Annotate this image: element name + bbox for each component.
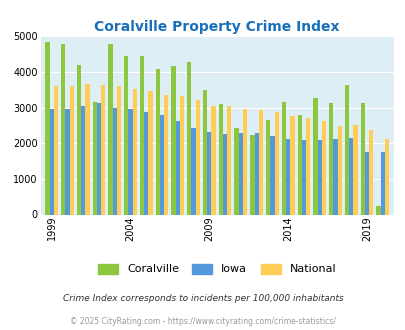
Bar [384,139,388,214]
Bar [364,152,368,214]
Bar [305,117,309,214]
Bar [218,104,222,214]
Bar [148,91,152,214]
Bar [368,130,373,214]
Bar [53,86,58,214]
Bar [313,98,317,214]
Bar [160,115,164,214]
Bar [333,139,337,214]
Bar [85,84,90,214]
Bar [301,140,305,214]
Bar [96,103,101,214]
Legend: Coralville, Iowa, National: Coralville, Iowa, National [94,259,340,279]
Bar [274,112,278,214]
Bar [144,112,148,214]
Bar [317,140,321,214]
Bar [344,85,348,214]
Bar [49,109,53,214]
Bar [254,133,258,214]
Bar [187,62,191,214]
Bar [124,55,128,214]
Bar [238,133,243,214]
Bar [164,95,168,214]
Bar [249,135,254,214]
Bar [81,106,85,214]
Bar [191,127,195,214]
Bar [202,90,207,214]
Bar [265,120,270,214]
Bar [69,86,74,214]
Title: Coralville Property Crime Index: Coralville Property Crime Index [94,20,339,34]
Bar [139,56,144,214]
Bar [375,206,380,214]
Bar [117,86,121,214]
Bar [234,127,238,214]
Bar [171,66,175,214]
Bar [207,132,211,214]
Bar [352,125,357,214]
Bar [290,116,294,214]
Bar [61,44,65,214]
Bar [258,110,262,214]
Bar [108,45,112,215]
Bar [211,106,215,214]
Bar [155,69,160,214]
Bar [77,65,81,214]
Bar [92,102,96,214]
Bar [227,106,231,214]
Bar [297,115,301,214]
Bar [360,103,364,214]
Bar [270,136,274,214]
Bar [179,96,184,214]
Bar [348,138,352,214]
Bar [286,139,290,214]
Text: Crime Index corresponds to incidents per 100,000 inhabitants: Crime Index corresponds to incidents per… [62,294,343,303]
Bar [132,89,136,214]
Bar [328,103,333,214]
Text: © 2025 CityRating.com - https://www.cityrating.com/crime-statistics/: © 2025 CityRating.com - https://www.city… [70,317,335,326]
Bar [281,102,286,214]
Bar [222,134,227,214]
Bar [101,85,105,214]
Bar [175,121,179,214]
Bar [195,100,199,214]
Bar [380,152,384,214]
Bar [243,109,247,214]
Bar [321,121,325,214]
Bar [337,126,341,214]
Bar [45,42,49,215]
Bar [128,109,132,214]
Bar [112,108,117,214]
Bar [65,109,69,214]
